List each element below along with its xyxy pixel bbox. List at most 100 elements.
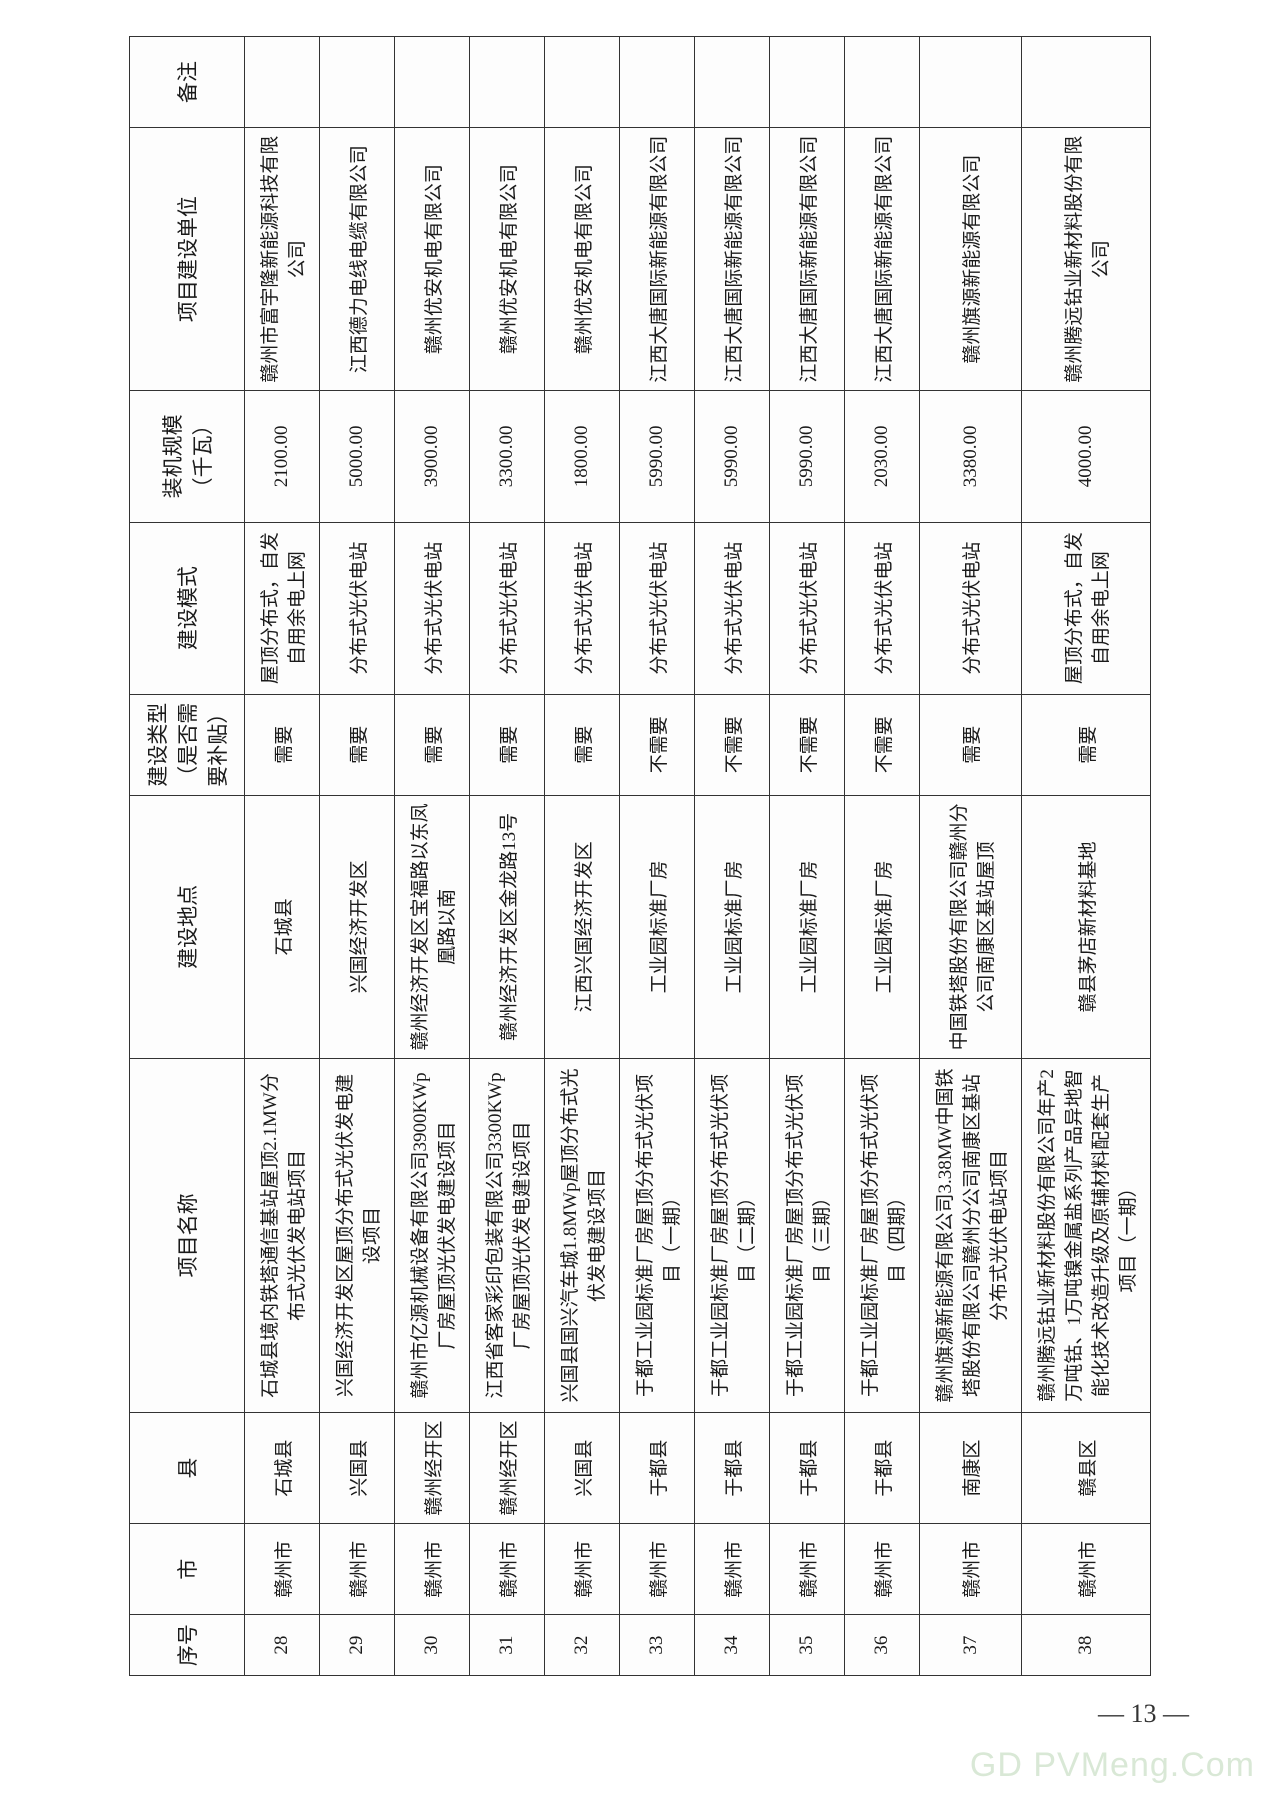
cell-county: 赣县区 xyxy=(1021,1412,1150,1523)
cell-county: 于都县 xyxy=(769,1412,844,1523)
cell-type: 需要 xyxy=(394,694,469,795)
cell-name: 江西省客家彩印包装有限公司3300KWp厂房屋顶光伏发电建设项目 xyxy=(469,1058,544,1412)
cell-mode: 分布式光伏电站 xyxy=(694,522,769,694)
cell-remark xyxy=(319,36,394,127)
cell-county: 兴国县 xyxy=(319,1412,394,1523)
cell-cap: 5990.00 xyxy=(769,390,844,522)
cell-addr: 中国铁塔股份有限公司赣州分公司南康区基站屋顶 xyxy=(919,795,1021,1058)
table-row: 34赣州市于都县于都工业园标准厂房屋顶分布式光伏项目（二期）工业园标准厂房不需要… xyxy=(694,36,769,1675)
cell-unit: 赣州优安机电有限公司 xyxy=(394,127,469,390)
cell-cap: 3300.00 xyxy=(469,390,544,522)
cell-city: 赣州市 xyxy=(544,1523,619,1614)
table-row: 36赣州市于都县于都工业园标准厂房屋顶分布式光伏项目（四期）工业园标准厂房不需要… xyxy=(844,36,919,1675)
header-addr: 建设地点 xyxy=(129,795,244,1058)
cell-mode: 分布式光伏电站 xyxy=(394,522,469,694)
cell-city: 赣州市 xyxy=(244,1523,319,1614)
cell-name: 赣州腾远钴业新材料股份有限公司年产2万吨钴、1万吨镍金属盐系列产品异地智能化技术… xyxy=(1021,1058,1150,1412)
table-row: 37赣州市南康区赣州旗源新能源有限公司3.38MW中国铁塔股份有限公司赣州分公司… xyxy=(919,36,1021,1675)
cell-city: 赣州市 xyxy=(919,1523,1021,1614)
cell-cap: 5990.00 xyxy=(694,390,769,522)
cell-unit: 江西大唐国际新能源有限公司 xyxy=(694,127,769,390)
cell-seq: 37 xyxy=(919,1614,1021,1675)
header-row: 序号 市 县 项目名称 建设地点 建设类型（是否需要补贴） 建设模式 装机规模（… xyxy=(129,36,244,1675)
cell-remark xyxy=(394,36,469,127)
cell-type: 不需要 xyxy=(619,694,694,795)
cell-type: 不需要 xyxy=(694,694,769,795)
header-seq: 序号 xyxy=(129,1614,244,1675)
header-name: 项目名称 xyxy=(129,1058,244,1412)
cell-seq: 35 xyxy=(769,1614,844,1675)
cell-unit: 赣州优安机电有限公司 xyxy=(469,127,544,390)
cell-type: 需要 xyxy=(244,694,319,795)
cell-unit: 江西大唐国际新能源有限公司 xyxy=(769,127,844,390)
cell-addr: 工业园标准厂房 xyxy=(769,795,844,1058)
cell-seq: 33 xyxy=(619,1614,694,1675)
cell-seq: 36 xyxy=(844,1614,919,1675)
cell-cap: 3900.00 xyxy=(394,390,469,522)
cell-cap: 3380.00 xyxy=(919,390,1021,522)
cell-name: 兴国经济开发区屋顶分布式光伏发电建设项目 xyxy=(319,1058,394,1412)
cell-unit: 江西大唐国际新能源有限公司 xyxy=(844,127,919,390)
cell-mode: 屋顶分布式，自发自用余电上网 xyxy=(1021,522,1150,694)
cell-addr: 工业园标准厂房 xyxy=(694,795,769,1058)
cell-name: 于都工业园标准厂房屋顶分布式光伏项目（二期） xyxy=(694,1058,769,1412)
cell-seq: 28 xyxy=(244,1614,319,1675)
cell-addr: 工业园标准厂房 xyxy=(619,795,694,1058)
table-row: 33赣州市于都县于都工业园标准厂房屋顶分布式光伏项目（一期）工业园标准厂房不需要… xyxy=(619,36,694,1675)
table-row: 31赣州市赣州经开区江西省客家彩印包装有限公司3300KWp厂房屋顶光伏发电建设… xyxy=(469,36,544,1675)
cell-type: 不需要 xyxy=(769,694,844,795)
cell-county: 兴国县 xyxy=(544,1412,619,1523)
cell-remark xyxy=(769,36,844,127)
cell-city: 赣州市 xyxy=(619,1523,694,1614)
cell-county: 南康区 xyxy=(919,1412,1021,1523)
cell-city: 赣州市 xyxy=(319,1523,394,1614)
cell-remark xyxy=(694,36,769,127)
cell-unit: 江西德力电线电缆有限公司 xyxy=(319,127,394,390)
cell-seq: 30 xyxy=(394,1614,469,1675)
cell-seq: 38 xyxy=(1021,1614,1150,1675)
cell-remark xyxy=(544,36,619,127)
cell-name: 赣州市亿源机械设备有限公司3900KWp厂房屋顶光伏发电建设项目 xyxy=(394,1058,469,1412)
cell-cap: 2100.00 xyxy=(244,390,319,522)
page-number: — 13 — xyxy=(1098,1699,1189,1729)
cell-county: 于都县 xyxy=(694,1412,769,1523)
cell-addr: 赣州经济开发区金龙路13号 xyxy=(469,795,544,1058)
header-city: 市 xyxy=(129,1523,244,1614)
cell-addr: 工业园标准厂房 xyxy=(844,795,919,1058)
cell-remark xyxy=(469,36,544,127)
table-row: 38赣州市赣县区赣州腾远钴业新材料股份有限公司年产2万吨钴、1万吨镍金属盐系列产… xyxy=(1021,36,1150,1675)
cell-mode: 屋顶分布式，自发自用余电上网 xyxy=(244,522,319,694)
cell-cap: 1800.00 xyxy=(544,390,619,522)
table-row: 30赣州市赣州经开区赣州市亿源机械设备有限公司3900KWp厂房屋顶光伏发电建设… xyxy=(394,36,469,1675)
table-row: 28赣州市石城县石城县境内铁塔通信基站屋顶2.1MW分布式光伏发电站项目石城县需… xyxy=(244,36,319,1675)
table-row: 32赣州市兴国县兴国县国兴汽车城1.8MWp屋顶分布式光伏发电建设项目江西兴国经… xyxy=(544,36,619,1675)
cell-addr: 石城县 xyxy=(244,795,319,1058)
cell-name: 兴国县国兴汽车城1.8MWp屋顶分布式光伏发电建设项目 xyxy=(544,1058,619,1412)
header-type: 建设类型（是否需要补贴） xyxy=(129,694,244,795)
table-row: 29赣州市兴国县兴国经济开发区屋顶分布式光伏发电建设项目兴国经济开发区需要分布式… xyxy=(319,36,394,1675)
cell-mode: 分布式光伏电站 xyxy=(469,522,544,694)
watermark: GD PVMeng.Com xyxy=(970,1746,1255,1785)
cell-city: 赣州市 xyxy=(394,1523,469,1614)
cell-cap: 5990.00 xyxy=(619,390,694,522)
cell-unit: 赣州市富宇隆新能源科技有限公司 xyxy=(244,127,319,390)
cell-name: 石城县境内铁塔通信基站屋顶2.1MW分布式光伏发电站项目 xyxy=(244,1058,319,1412)
cell-remark xyxy=(244,36,319,127)
cell-addr: 江西兴国经济开发区 xyxy=(544,795,619,1058)
cell-county: 赣州经开区 xyxy=(469,1412,544,1523)
cell-mode: 分布式光伏电站 xyxy=(769,522,844,694)
cell-type: 需要 xyxy=(469,694,544,795)
cell-mode: 分布式光伏电站 xyxy=(919,522,1021,694)
cell-seq: 34 xyxy=(694,1614,769,1675)
cell-type: 需要 xyxy=(544,694,619,795)
project-table: 序号 市 县 项目名称 建设地点 建设类型（是否需要补贴） 建设模式 装机规模（… xyxy=(129,36,1151,1676)
header-cap: 装机规模（千瓦） xyxy=(129,390,244,522)
cell-remark xyxy=(1021,36,1150,127)
cell-cap: 2030.00 xyxy=(844,390,919,522)
header-remark: 备注 xyxy=(129,36,244,127)
cell-addr: 赣州经济开发区宝福路以东凤凰路以南 xyxy=(394,795,469,1058)
cell-unit: 赣州旗源新能源有限公司 xyxy=(919,127,1021,390)
cell-city: 赣州市 xyxy=(469,1523,544,1614)
cell-seq: 29 xyxy=(319,1614,394,1675)
cell-type: 需要 xyxy=(1021,694,1150,795)
